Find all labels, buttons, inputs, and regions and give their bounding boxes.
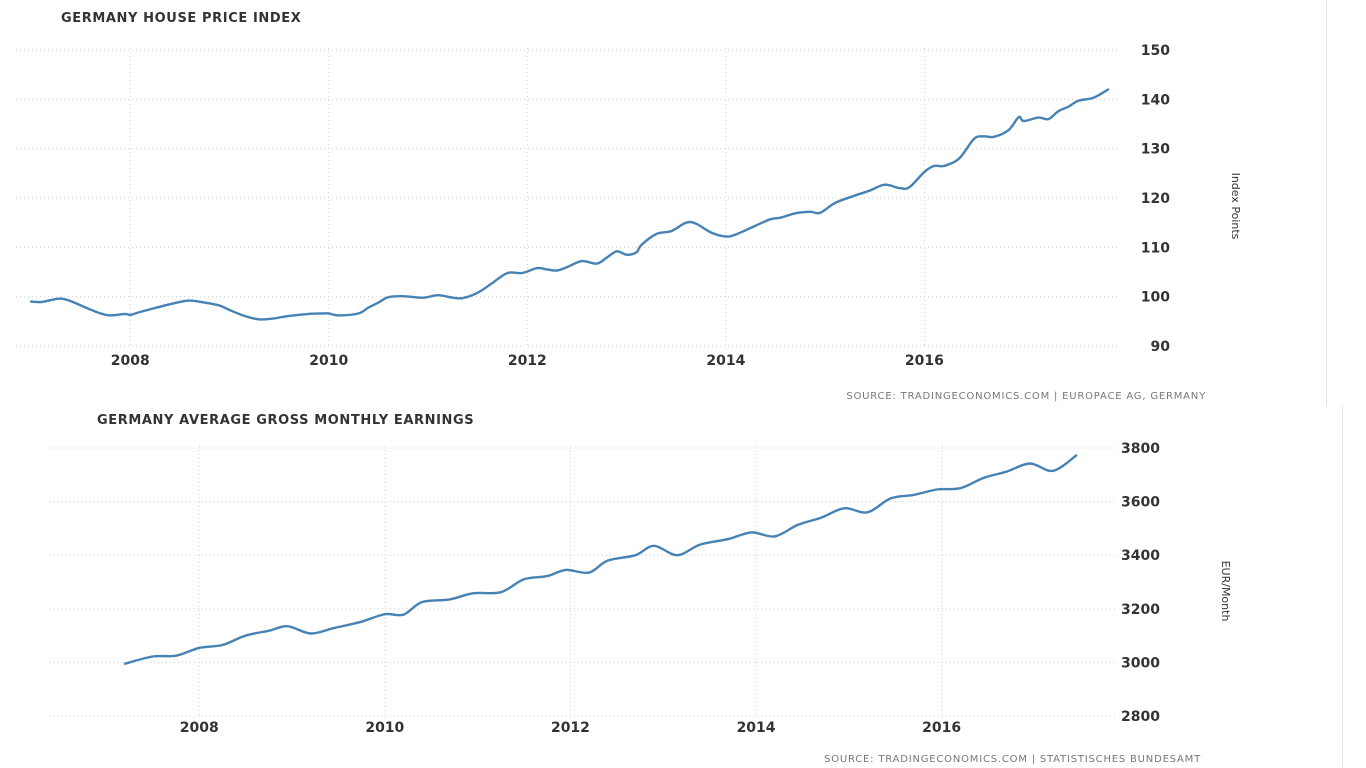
y-tick-label: 130	[1141, 142, 1170, 158]
y-tick-label: 120	[1141, 191, 1170, 207]
x-tick-label: 2014	[706, 353, 745, 369]
chart-source: SOURCE: TRADINGECONOMICS.COM | STATISTIS…	[824, 754, 1201, 765]
x-tick-label: 2010	[309, 353, 348, 369]
y-tick-label: 90	[1151, 339, 1171, 355]
chart-title: GERMANY HOUSE PRICE INDEX	[61, 11, 302, 26]
y-tick-label: 150	[1141, 43, 1170, 59]
house-price-chart-panel: GERMANY HOUSE PRICE INDEX 90 100 110 120 130…	[16, 11, 1242, 402]
y-tick-label: 100	[1141, 290, 1170, 306]
series-line	[29, 88, 1110, 321]
x-tick-label: 2008	[111, 353, 150, 369]
x-tick-label: 2014	[737, 720, 776, 736]
x-tick-label: 2012	[508, 353, 547, 369]
y-tick-label: 3000	[1121, 655, 1160, 671]
series-line	[123, 454, 1078, 665]
y-axis-label: EUR/Month	[1219, 561, 1232, 622]
y-tick-label: 110	[1141, 240, 1170, 256]
earnings-chart: 2800 3000 3200 3400 3600 3800 2008 2010 2012 2014…	[50, 441, 1232, 736]
house-price-chart: 90 100 110 120 130 140 150 2008 2010 2012 2014 2016…	[16, 43, 1242, 369]
grid	[50, 446, 1118, 717]
x-tick-label: 2016	[905, 353, 944, 369]
y-tick-label: 3600	[1121, 495, 1160, 511]
y-tick-label: 140	[1141, 92, 1170, 108]
x-tick-label: 2010	[365, 720, 404, 736]
x-tick-label: 2012	[551, 720, 590, 736]
x-tick-label: 2016	[922, 720, 961, 736]
y-tick-label: 3200	[1121, 602, 1160, 618]
x-tick-label: 2008	[180, 720, 219, 736]
y-tick-label: 3800	[1121, 441, 1160, 457]
y-tick-label: 2800	[1121, 709, 1160, 725]
panel-border	[1342, 406, 1343, 768]
y-tick-label: 3400	[1121, 548, 1160, 564]
earnings-chart-panel: GERMANY AVERAGE GROSS MONTHLY EARNINGS 2…	[0, 406, 1342, 768]
chart-source: SOURCE: TRADINGECONOMICS.COM | EUROPACE …	[846, 391, 1206, 402]
panel-border	[1326, 0, 1327, 406]
chart-title: GERMANY AVERAGE GROSS MONTHLY EARNINGS	[97, 413, 475, 428]
y-axis-label: Index Points	[1229, 173, 1242, 240]
grid	[16, 48, 1118, 347]
